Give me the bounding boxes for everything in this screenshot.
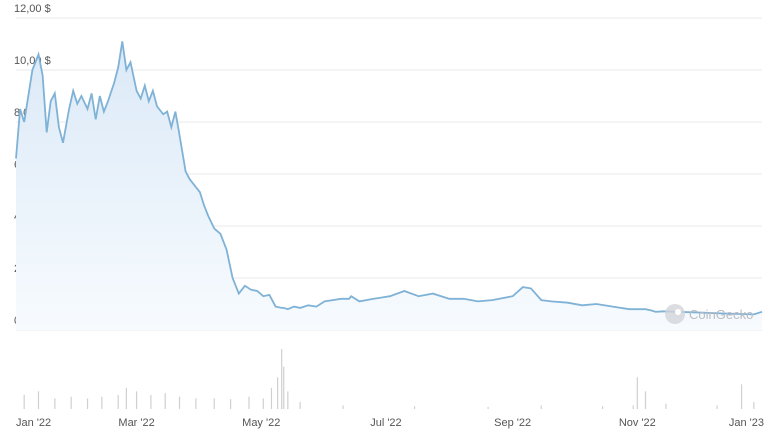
volume-bar: [117, 394, 119, 409]
volume-bar: [632, 405, 634, 409]
volume-bar: [753, 401, 755, 409]
price-area: [16, 41, 762, 331]
volume-bar: [101, 396, 103, 409]
volume-bar: [342, 405, 344, 409]
volume-bar: [413, 406, 416, 409]
volume-bar: [299, 401, 301, 409]
volume-bar: [716, 405, 718, 409]
x-tick-label: Nov '22: [619, 417, 656, 429]
x-tick-label: Jul '22: [370, 417, 401, 429]
volume-bar: [125, 387, 127, 409]
coingecko-watermark: CoinGecko: [665, 304, 753, 324]
coingecko-logo-icon: [665, 304, 685, 324]
x-tick-label: Jan '22: [16, 417, 51, 429]
volume-bar: [213, 398, 215, 409]
coingecko-logo-eye-icon: [675, 309, 681, 315]
volume-bar: [287, 391, 289, 409]
volume-bar: [86, 398, 89, 409]
volume-bar: [283, 366, 285, 409]
price-line: [15, 41, 763, 316]
x-tick-label: Jan '23: [729, 417, 764, 429]
volume-bar: [164, 393, 166, 409]
volume-bar: [487, 406, 489, 409]
volume-bar: [54, 398, 56, 409]
volume-bar: [230, 399, 232, 409]
x-axis-ticks: Jan '22 Mar '22 May '22 Jul '22 Sep '22 Nov '…: [16, 417, 764, 429]
volume-bar: [644, 391, 647, 409]
y-tick-label: 12,00 $: [14, 3, 51, 15]
volume-bar: [270, 387, 273, 409]
y-tick-label: 10,00 $: [14, 55, 51, 67]
volume-bar: [262, 398, 264, 409]
volume-bar: [178, 396, 181, 409]
x-tick-label: May '22: [242, 417, 280, 429]
x-tick-label: Sep '22: [494, 417, 531, 429]
volume-bar: [23, 394, 25, 409]
volume-bar: [135, 391, 138, 409]
volume-bar: [540, 405, 542, 409]
volume-bar: [277, 377, 279, 409]
volume-bar: [248, 396, 250, 409]
volume-bar: [70, 396, 72, 409]
watermark-text: CoinGecko: [689, 307, 753, 322]
volume-bar: [740, 384, 743, 409]
volume-bar: [665, 403, 667, 409]
x-tick-label: Mar '22: [118, 417, 154, 429]
volume-bar: [37, 391, 40, 409]
volume-bar: [150, 394, 152, 409]
volume-bars: [23, 349, 755, 409]
volume-bar: [601, 406, 604, 409]
volume-bar: [195, 398, 197, 409]
volume-bar: [636, 377, 638, 409]
volume-bar: [281, 349, 283, 409]
